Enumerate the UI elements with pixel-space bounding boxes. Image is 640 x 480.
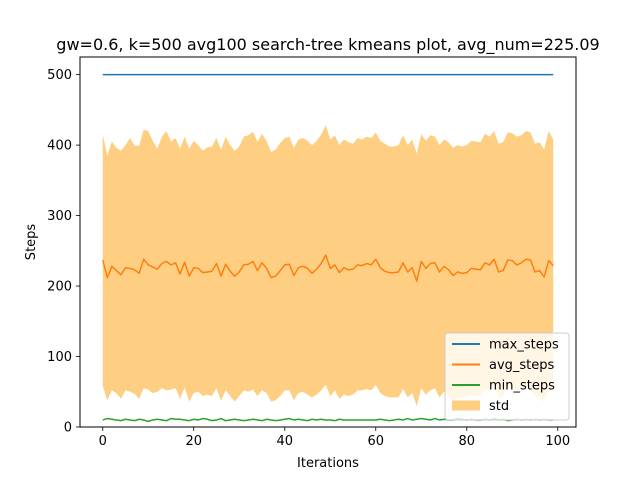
x-tick-label: 100	[545, 434, 570, 449]
y-tick-label: 500	[47, 68, 72, 83]
plot-area	[102, 73, 554, 423]
y-tick-label: 400	[47, 139, 72, 154]
x-tick-label: 40	[276, 434, 293, 449]
x-tick-label: 80	[459, 434, 476, 449]
x-tick-label: 0	[99, 434, 107, 449]
legend-swatch-std	[452, 400, 480, 411]
y-axis: 0 100 200 300 400 500	[47, 68, 80, 436]
legend-box	[444, 332, 570, 421]
x-tick-label: 20	[185, 434, 202, 449]
legend-label-std: std	[489, 399, 509, 414]
chart-title: gw=0.6, k=500 avg100 search-tree kmeans …	[56, 35, 599, 55]
legend-label-avg_steps: avg_steps	[489, 358, 555, 373]
y-tick-label: 100	[47, 350, 72, 365]
y-axis-label: Steps	[24, 224, 39, 261]
axes-frame	[79, 56, 577, 428]
x-tick-label: 60	[368, 434, 385, 449]
series-std-band	[102, 125, 554, 406]
y-tick-label: 200	[47, 280, 72, 295]
legend-label-max_steps: max_steps	[489, 338, 559, 353]
x-axis-label: Iterations	[297, 456, 359, 471]
legend-label-min_steps: min_steps	[489, 379, 555, 394]
y-tick-label: 0	[64, 421, 72, 436]
y-tick-label: 300	[47, 209, 72, 224]
series-avg_steps-line	[102, 254, 554, 282]
x-axis: 0 20 40 60 80 100	[99, 427, 570, 449]
